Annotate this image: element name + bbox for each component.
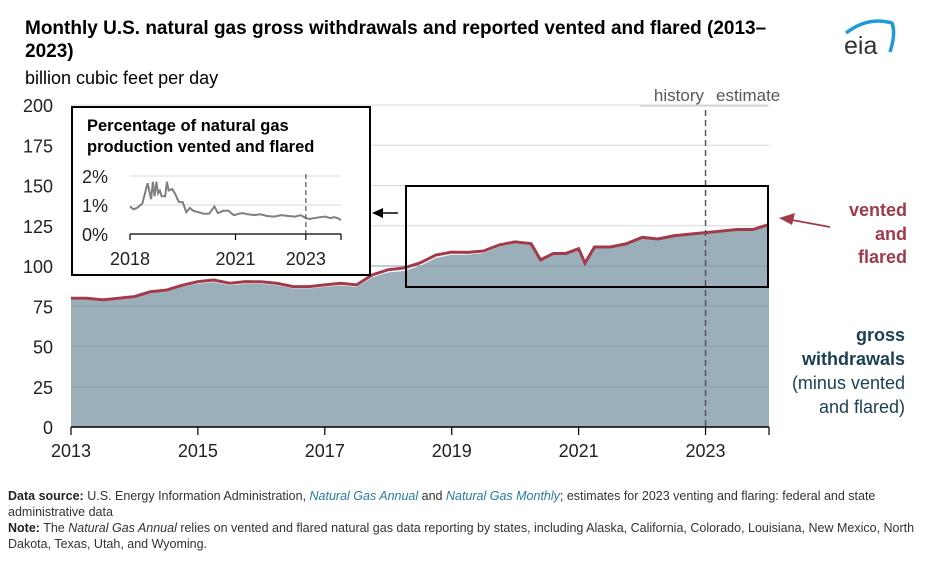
source-label: Data source: — [8, 489, 84, 503]
note-italic: Natural Gas Annual — [68, 521, 177, 535]
inset-y-tick-label: 1% — [82, 196, 108, 216]
note-line: Note: The Natural Gas Annual relies on v… — [8, 520, 923, 552]
y-tick-label: 175 — [23, 136, 53, 156]
x-tick-label: 2021 — [559, 441, 599, 461]
footer-notes: Data source: U.S. Energy Information Adm… — [8, 488, 923, 552]
note-text: relies on vented and flared natural gas … — [8, 521, 915, 551]
inset-title-line-2: production vented and flared — [87, 138, 314, 156]
eia-logo-text: eia — [844, 32, 877, 58]
gross-sub-2: and flared) — [819, 397, 905, 417]
natural-gas-annual-link[interactable]: Natural Gas Annual — [309, 489, 419, 503]
inset-x-tick-label: 2023 — [286, 249, 326, 269]
inset-y-tick-label: 2% — [82, 167, 108, 187]
y-tick-label: 75 — [33, 297, 53, 317]
inset-chart: Percentage of natural gas production ven… — [71, 106, 371, 276]
y-tick-label: 125 — [23, 217, 53, 237]
history-label: history — [654, 86, 705, 105]
inset-title-line-1: Percentage of natural gas — [87, 117, 289, 135]
inset-frame — [71, 106, 371, 276]
x-tick-label: 2023 — [686, 441, 726, 461]
y-tick-label: 200 — [23, 96, 53, 116]
eia-logo: eia — [844, 19, 896, 58]
note-label: Note: — [8, 521, 40, 535]
source-text: ; estimates for 2023 venting and flaring… — [8, 489, 876, 519]
chart-title: Monthly U.S. natural gas gross withdrawa… — [25, 18, 767, 62]
inset-x-tick-label: 2021 — [215, 249, 255, 269]
source-text: U.S. Energy Information Administration, — [83, 489, 310, 503]
y-tick-label: 150 — [23, 177, 53, 197]
x-tick-label: 2017 — [305, 441, 345, 461]
source-text: and — [418, 489, 446, 503]
natural-gas-monthly-link[interactable]: Natural Gas Monthly — [445, 489, 560, 503]
inset-x-tick-label: 2018 — [110, 249, 150, 269]
inset-pointer-arrowhead-icon — [372, 208, 383, 218]
inset-y-tick-label: 0% — [82, 225, 108, 245]
note-text: The — [39, 521, 69, 535]
data-source-line: Data source: U.S. Energy Information Adm… — [8, 488, 923, 520]
zoom-highlight-box — [405, 185, 769, 288]
vented-pointer-arrowhead-icon — [779, 213, 795, 225]
x-tick-label: 2019 — [432, 441, 472, 461]
gross-withdrawals-area — [71, 225, 769, 427]
y-axis-unit-label: billion cubic feet per day — [25, 68, 219, 88]
inset-percentage-line — [129, 181, 342, 221]
estimate-label: estimate — [716, 86, 780, 105]
vented-pointer-line — [791, 219, 831, 228]
eia-logo-arc-icon — [844, 19, 896, 53]
y-tick-label: 100 — [23, 257, 53, 277]
vented-label-2: and — [875, 224, 907, 244]
x-tick-label: 2013 — [51, 441, 91, 461]
y-axis-ticks: 0 25 50 75 100 125 150 175 200 — [23, 96, 53, 438]
gross-label-2: withdrawals — [801, 349, 905, 369]
y-tick-label: 0 — [43, 418, 53, 438]
gross-legend: gross withdrawals (minus vented and flar… — [792, 325, 905, 417]
vented-legend: vented and flared — [849, 200, 907, 267]
vented-label-1: vented — [849, 200, 907, 220]
gross-sub-1: (minus vented — [792, 373, 905, 393]
y-tick-label: 25 — [33, 378, 53, 398]
gross-label-1: gross — [856, 325, 905, 345]
x-axis: 2013 2015 2017 2019 2021 2023 — [51, 426, 770, 461]
vented-label-3: flared — [858, 247, 907, 267]
y-tick-label: 50 — [33, 338, 53, 358]
x-tick-label: 2015 — [178, 441, 218, 461]
vented-flared-band — [71, 223, 770, 302]
